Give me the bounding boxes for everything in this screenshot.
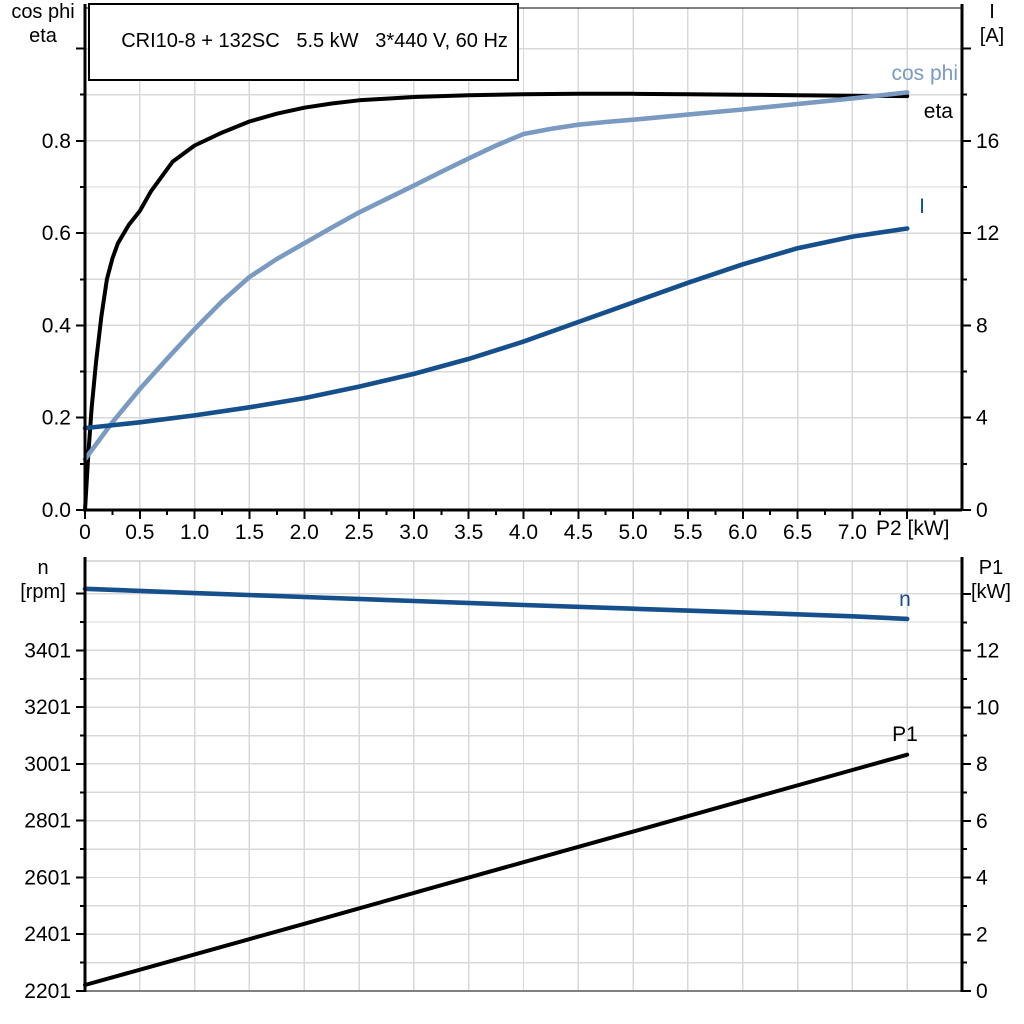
- tick-label: 6: [976, 810, 988, 833]
- curve-label-eta: eta: [923, 100, 953, 123]
- curve-label-speed: n: [899, 588, 911, 611]
- tick-label: 4: [976, 407, 988, 430]
- tick-label: 8: [976, 753, 988, 776]
- tick-label: 0: [976, 499, 988, 522]
- tick-label: 6.5: [783, 521, 812, 544]
- tick-label: 0.2: [42, 407, 71, 430]
- chart-title-box: CRI10-8 + 132SC 5.5 kW 3*440 V, 60 Hz: [88, 3, 519, 81]
- bottom-left-axis-title: n [rpm]: [0, 556, 86, 604]
- tick-label: 3001: [24, 753, 71, 776]
- tick-label: 6.0: [728, 521, 757, 544]
- axis-title-speed: n: [37, 557, 49, 579]
- curve-current: [82, 226, 910, 431]
- top-chart: 0.0 0.2 0.4 0.6 0.8 0 4 8 12 16 0 0.5 1.0 1.5 2.0 2.5 3.…: [42, 4, 999, 544]
- tick-label: 5.0: [619, 521, 648, 544]
- tick-label: 0.4: [42, 314, 72, 337]
- tick-label: 0: [79, 521, 91, 544]
- curve-cos_phi: [82, 90, 910, 462]
- tick-label: 0.5: [125, 521, 154, 544]
- tick-label: 5.5: [673, 521, 702, 544]
- tick-label: 8: [976, 314, 988, 337]
- axis-title-eta: eta: [29, 25, 57, 47]
- top-left-axis-title: cos phi eta: [0, 0, 86, 48]
- tick-label: 10: [976, 696, 999, 719]
- tick-label: 16: [976, 130, 999, 153]
- bottom-right-axis-title: P1 [kW]: [958, 556, 1024, 604]
- tick-label: 2.5: [344, 521, 373, 544]
- tick-label: 1.5: [235, 521, 264, 544]
- tick-label: 4: [976, 867, 988, 890]
- axis-title-p1: P1: [978, 557, 1004, 579]
- tick-label: 2201: [24, 980, 71, 1003]
- top-right-axis-title: I [A]: [962, 0, 1022, 48]
- curve-label-cos-phi: cos phi: [891, 62, 958, 85]
- tick-label: 0.0: [42, 499, 71, 522]
- axis-title-cos-phi: cos phi: [11, 1, 75, 23]
- tick-label: 2401: [24, 923, 71, 946]
- bottom-chart: 2201 2401 2601 2801 3001 3201 3401 0 2 4 6 8 10 12: [24, 557, 999, 1003]
- curve-label-p1: P1: [892, 723, 918, 746]
- tick-label: 0: [976, 980, 988, 1003]
- tick-label: 1.0: [180, 521, 209, 544]
- curve-power_p1: [83, 752, 910, 987]
- chart-title: CRI10-8 + 132SC 5.5 kW 3*440 V, 60 Hz: [121, 30, 508, 52]
- tick-label: 2601: [24, 866, 71, 889]
- tick-label: 0.6: [42, 222, 71, 245]
- tick-label: 3.5: [454, 521, 483, 544]
- tick-label: 2801: [24, 810, 71, 833]
- axis-title-current-unit: [A]: [979, 25, 1005, 47]
- tick-label: 3201: [24, 696, 71, 719]
- curve-eta: [83, 91, 910, 512]
- tick-label: 4.5: [564, 521, 593, 544]
- tick-label: 0.8: [42, 130, 71, 153]
- tick-label: 12: [976, 640, 999, 663]
- tick-label: 4.0: [509, 521, 538, 544]
- tick-label: 7.0: [838, 521, 867, 544]
- axis-title-p1-unit: [kW]: [971, 581, 1011, 603]
- tick-label: 12: [976, 222, 999, 245]
- tick-label: 3.0: [399, 521, 428, 544]
- axis-title-current: I: [989, 1, 995, 23]
- curve-label-current: I: [919, 195, 925, 218]
- tick-label: 2.0: [290, 521, 319, 544]
- axis-title-speed-unit: [rpm]: [20, 581, 66, 603]
- tick-label: 3401: [24, 639, 71, 662]
- x-axis-title: P2 [kW]: [876, 517, 950, 540]
- tick-label: 2: [976, 923, 988, 946]
- curve-speed: [82, 586, 910, 622]
